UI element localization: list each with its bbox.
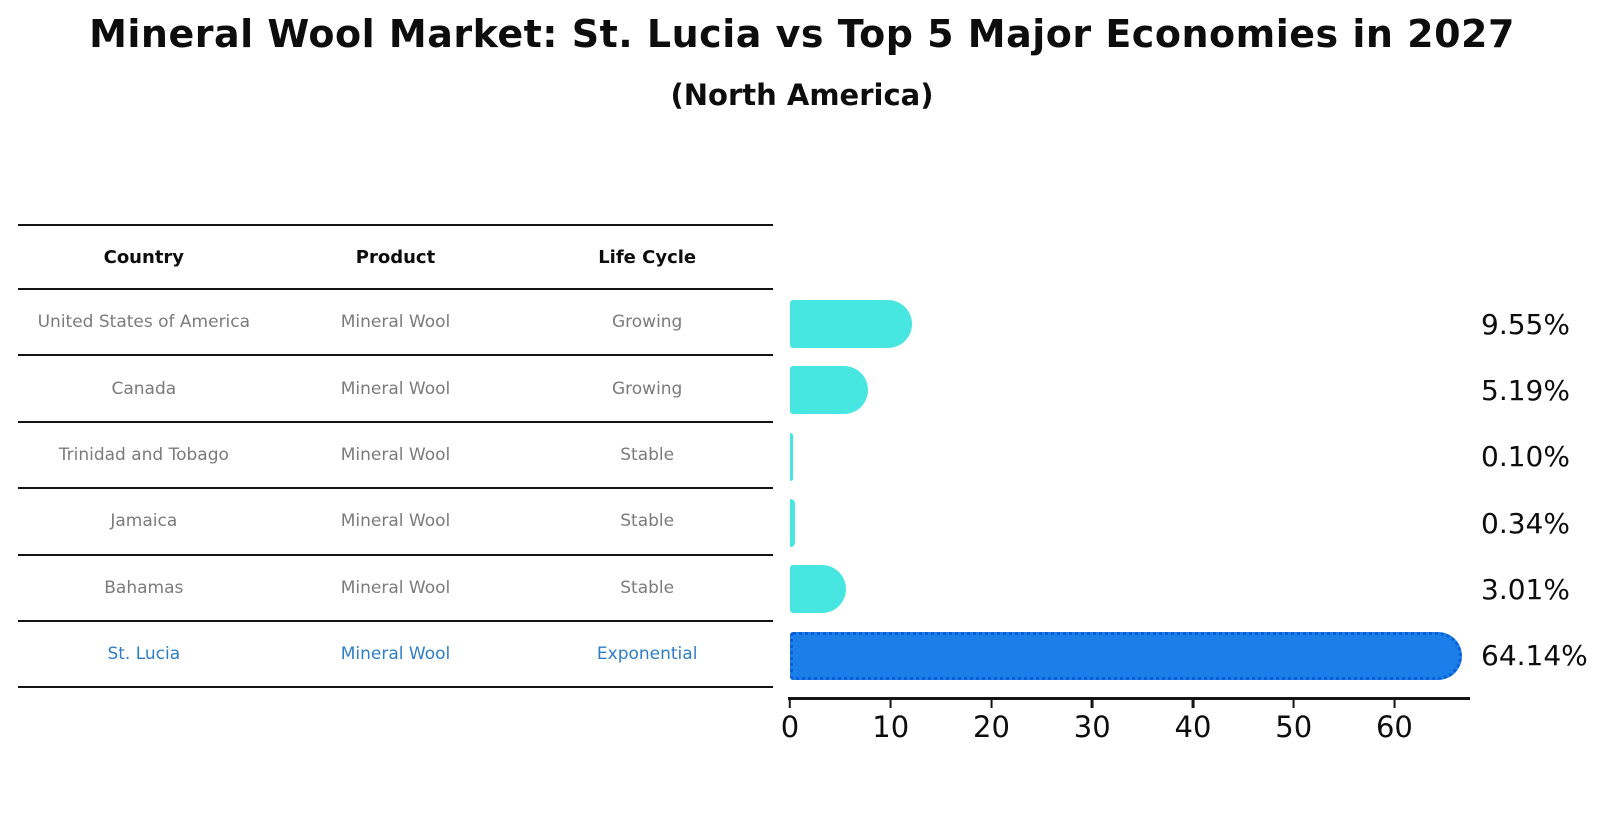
cell-country: Trinidad and Tobago <box>58 444 229 465</box>
x-axis-tick: 60 <box>1376 699 1413 744</box>
bar <box>790 300 913 349</box>
x-axis-tick: 0 <box>781 699 799 744</box>
value-label: 9.55% <box>1481 307 1570 341</box>
tick-label: 10 <box>872 710 910 744</box>
bar-row <box>790 291 1470 357</box>
value-label: 64.14% <box>1481 639 1588 673</box>
column-header-life-cycle: Life Cycle <box>598 246 697 268</box>
cell-product: Mineral Wool <box>340 444 451 465</box>
tick-mark <box>1292 699 1295 708</box>
value-label-row: 5.19% <box>1481 357 1601 423</box>
bar-row <box>790 357 1470 423</box>
bar-row <box>790 556 1470 622</box>
cell-life-cycle: Growing <box>611 312 683 333</box>
bar-row <box>790 424 1470 490</box>
cell-life-cycle: Exponential <box>596 644 698 665</box>
column-header-country: Country <box>103 246 185 268</box>
value-label-row: 9.55% <box>1481 291 1601 357</box>
cell-product: Mineral Wool <box>340 378 451 399</box>
chart-title: Mineral Wool Market: St. Lucia vs Top 5 … <box>89 12 1515 56</box>
bar <box>790 631 1463 680</box>
bar-plot-area <box>790 291 1470 689</box>
value-label: 0.34% <box>1481 506 1570 540</box>
tick-label: 30 <box>1073 710 1111 744</box>
cell-life-cycle: Stable <box>620 444 675 465</box>
table-header-row: Country Product Life Cycle <box>18 224 773 290</box>
value-label-row: 0.10% <box>1481 424 1601 490</box>
bar-row <box>790 623 1470 689</box>
cell-product: Mineral Wool <box>340 511 451 532</box>
x-axis-ticks: 0 10 20 30 40 50 60 <box>781 699 1470 749</box>
bar <box>790 432 793 481</box>
tick-mark <box>889 699 892 708</box>
bar <box>790 499 796 548</box>
table-row: Bahamas Mineral Wool Stable <box>18 556 773 622</box>
value-label-row: 3.01% <box>1481 556 1601 622</box>
table-row: St. Lucia Mineral Wool Exponential <box>18 622 773 689</box>
tick-mark <box>1090 699 1094 708</box>
cell-country: St. Lucia <box>107 644 181 665</box>
tick-label: 50 <box>1275 710 1313 744</box>
bar <box>790 565 847 614</box>
tick-label: 60 <box>1375 710 1413 744</box>
tick-label: 40 <box>1174 710 1212 744</box>
value-label: 0.10% <box>1481 440 1570 474</box>
x-axis-line <box>788 697 1470 700</box>
x-axis-tick: 30 <box>1074 699 1111 744</box>
value-label: 3.01% <box>1481 572 1570 606</box>
column-header-product: Product <box>355 246 436 268</box>
bar-row <box>790 490 1470 556</box>
table-row: United States of America Mineral Wool Gr… <box>18 290 773 357</box>
cell-country: Jamaica <box>110 511 178 532</box>
cell-country: Canada <box>111 378 177 399</box>
cell-product: Mineral Wool <box>340 577 451 598</box>
tick-label: 20 <box>973 710 1010 744</box>
value-label-row: 0.34% <box>1481 490 1601 556</box>
bar-value-labels: 9.55% 5.19% 0.10% 0.34% 3.01% 64.14% <box>1481 291 1601 689</box>
table-row: Trinidad and Tobago Mineral Wool Stable <box>18 423 773 490</box>
x-axis-tick: 20 <box>973 699 1010 744</box>
table-row: Jamaica Mineral Wool Stable <box>18 489 773 556</box>
tick-mark <box>990 699 993 708</box>
cell-product: Mineral Wool <box>340 644 451 665</box>
tick-mark <box>1393 699 1396 708</box>
value-label-row: 64.14% <box>1481 623 1601 689</box>
cell-country: Bahamas <box>104 577 184 598</box>
chart-subtitle: (North America) <box>670 78 934 112</box>
table-row: Canada Mineral Wool Growing <box>18 356 773 423</box>
x-axis-tick: 50 <box>1275 699 1312 744</box>
x-axis-tick: 40 <box>1174 699 1212 744</box>
value-label: 5.19% <box>1481 373 1570 407</box>
tick-mark <box>788 699 792 708</box>
cell-life-cycle: Growing <box>611 378 683 399</box>
table-body: United States of America Mineral Wool Gr… <box>18 290 773 689</box>
cell-life-cycle: Stable <box>620 511 675 532</box>
bar <box>790 366 869 415</box>
tick-label: 0 <box>780 710 800 744</box>
cell-product: Mineral Wool <box>340 312 451 333</box>
cell-country: United States of America <box>37 312 251 333</box>
x-axis-tick: 10 <box>872 699 909 744</box>
tick-mark <box>1191 699 1195 708</box>
country-table: Country Product Life Cycle United States… <box>18 224 773 689</box>
cell-life-cycle: Stable <box>620 577 675 598</box>
